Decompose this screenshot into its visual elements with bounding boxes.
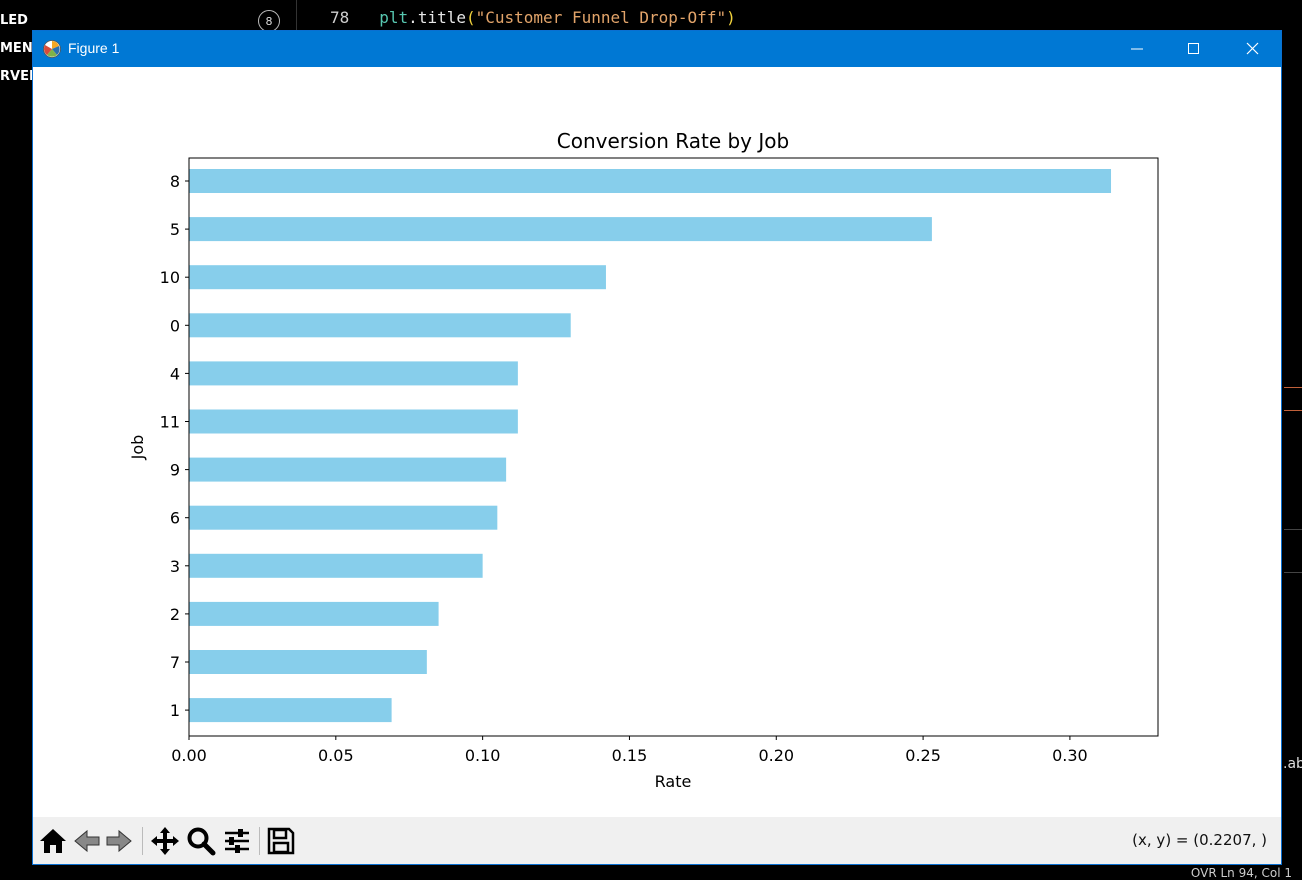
bar-job-10 <box>189 265 606 290</box>
line-number: 78 <box>330 8 350 27</box>
bar-job-4 <box>189 361 518 386</box>
editor-marker-line <box>1284 387 1302 388</box>
matplotlib-logo-icon <box>43 40 61 58</box>
y-tick-label: 3 <box>170 557 180 576</box>
minimize-icon <box>1131 48 1143 50</box>
code-open-paren: ( <box>465 8 476 27</box>
code-close-paren: ) <box>726 8 736 27</box>
maximize-icon <box>1188 43 1199 54</box>
back-button[interactable] <box>71 825 103 857</box>
chart: Conversion Rate by Job 8 5 10 0 4 11 9 6 3 2 7 1 0.… <box>128 129 1159 791</box>
bar-job-2 <box>189 601 439 626</box>
bar-job-11 <box>189 409 518 434</box>
y-tick-label: 1 <box>170 701 180 720</box>
toolbar-separator <box>142 827 143 855</box>
y-tick-label: 6 <box>170 509 180 528</box>
editor-right-text: .ab <box>1283 756 1302 772</box>
figure-window: Figure 1 Conversion Rate by Job 8 5 10 0 4 11… <box>32 30 1282 865</box>
y-tick-label: 11 <box>160 413 180 432</box>
forward-icon <box>106 829 132 853</box>
cursor-coordinates: (x, y) = (0.2207, ) <box>1132 831 1267 849</box>
forward-button[interactable] <box>103 825 135 857</box>
y-axis-label: Job <box>128 435 147 461</box>
notification-badge[interactable]: 8 <box>258 10 280 32</box>
y-tick-label: 9 <box>170 461 180 480</box>
x-tick-label: 0.30 <box>1052 746 1088 765</box>
save-button[interactable] <box>265 825 297 857</box>
toolbar-separator <box>259 827 260 855</box>
y-tick-label: 10 <box>160 268 180 287</box>
navigation-toolbar: (x, y) = (0.2207, ) <box>33 817 1281 864</box>
close-icon <box>1246 42 1259 55</box>
editor-marker-line <box>1284 410 1302 411</box>
minimize-button[interactable] <box>1107 31 1165 67</box>
code-string: "Customer Funnel Drop-Off" <box>475 8 727 27</box>
plot-area-frame <box>188 157 1159 737</box>
x-tick-label: 0.20 <box>758 746 794 765</box>
bar-job-7 <box>189 650 427 674</box>
pan-icon <box>151 827 179 855</box>
chart-title: Conversion Rate by Job <box>557 129 789 153</box>
window-title: Figure 1 <box>68 40 120 56</box>
sidebar-label-1[interactable]: LED <box>0 13 28 28</box>
bar-job-6 <box>189 505 498 530</box>
x-tick-label: 0.00 <box>171 746 207 765</box>
home-icon <box>40 829 66 853</box>
gutter-divider <box>296 0 297 30</box>
configure-subplots-icon <box>225 829 249 853</box>
y-tick-label: 8 <box>170 172 180 191</box>
y-tick-label: 0 <box>170 316 180 335</box>
configure-subplots-button[interactable] <box>221 825 253 857</box>
bar-job-1 <box>189 698 392 723</box>
status-bar-text: OVR Ln 94, Col 1 <box>1190 866 1292 880</box>
bar-job-0 <box>189 313 571 338</box>
title-bar[interactable]: Figure 1 <box>33 31 1281 67</box>
zoom-icon <box>187 827 216 856</box>
editor-divider-line <box>1284 529 1302 530</box>
back-icon <box>74 829 100 853</box>
x-axis-label: Rate <box>655 772 692 791</box>
sidebar-label-3[interactable]: RVER <box>0 69 39 84</box>
bar-job-8 <box>189 169 1112 193</box>
y-tick-label: 5 <box>170 220 180 239</box>
save-icon <box>267 827 295 855</box>
maximize-button[interactable] <box>1165 31 1223 67</box>
code-object: plt <box>379 8 409 27</box>
editor-divider-line <box>1284 572 1302 573</box>
code-dot: . <box>408 8 418 27</box>
x-tick-label: 0.10 <box>465 746 501 765</box>
code-function: title <box>417 8 466 27</box>
sidebar-label-2[interactable]: MENI <box>0 41 38 56</box>
close-button[interactable] <box>1223 31 1281 67</box>
bar-job-5 <box>189 217 932 242</box>
x-tick-label: 0.25 <box>905 746 941 765</box>
home-button[interactable] <box>37 825 69 857</box>
bar-job-3 <box>189 553 483 578</box>
y-tick-label: 7 <box>170 653 180 672</box>
x-tick-label: 0.05 <box>318 746 354 765</box>
y-tick-label: 2 <box>170 605 180 624</box>
editor-sidebar: LED MENI RVER <box>0 0 39 877</box>
zoom-button[interactable] <box>185 825 217 857</box>
y-tick-label: 4 <box>170 364 180 383</box>
pan-button[interactable] <box>149 825 181 857</box>
code-line[interactable]: 78 plt.title("Customer Funnel Drop-Off") <box>330 8 736 27</box>
bar-job-9 <box>189 457 507 482</box>
figure-canvas[interactable]: Conversion Rate by Job 8 5 10 0 4 11 9 6 3 2 7 1 0.… <box>33 67 1281 817</box>
x-tick-label: 0.15 <box>612 746 648 765</box>
